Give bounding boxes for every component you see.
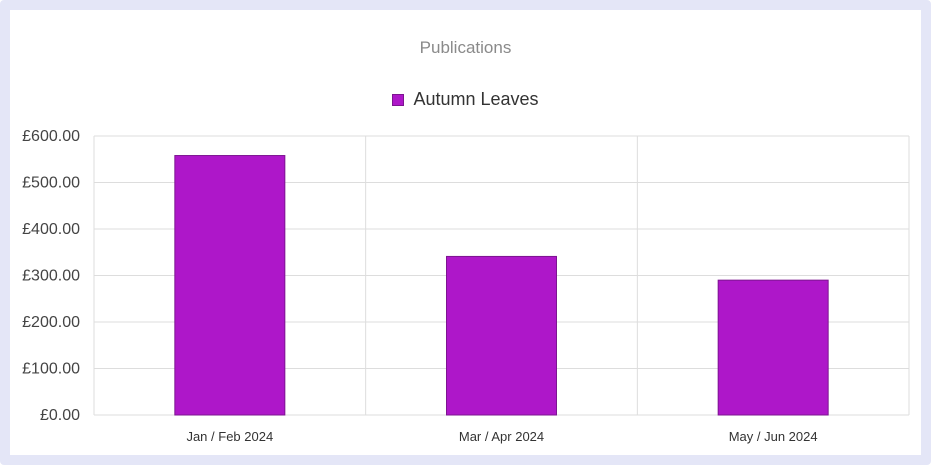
x-tick-label: May / Jun 2024 xyxy=(729,429,818,444)
x-tick-label: Mar / Apr 2024 xyxy=(459,429,544,444)
y-tick-label: £600.00 xyxy=(22,128,80,145)
legend-swatch xyxy=(392,93,405,106)
bar xyxy=(446,255,557,416)
y-tick-label: £200.00 xyxy=(22,314,80,331)
legend-label: Autumn Leaves xyxy=(413,89,539,109)
y-tick-label: £300.00 xyxy=(22,268,80,285)
legend[interactable]: Autumn Leaves xyxy=(0,89,931,110)
bar xyxy=(174,155,286,416)
y-tick-label: £500.00 xyxy=(22,175,80,192)
y-tick-label: £400.00 xyxy=(22,221,80,238)
x-tick-label: Jan / Feb 2024 xyxy=(186,429,273,444)
chart-title: Publications xyxy=(419,38,512,57)
y-tick-label: £0.00 xyxy=(40,407,80,424)
y-tick-label: £100.00 xyxy=(22,361,80,378)
bar xyxy=(717,279,829,416)
